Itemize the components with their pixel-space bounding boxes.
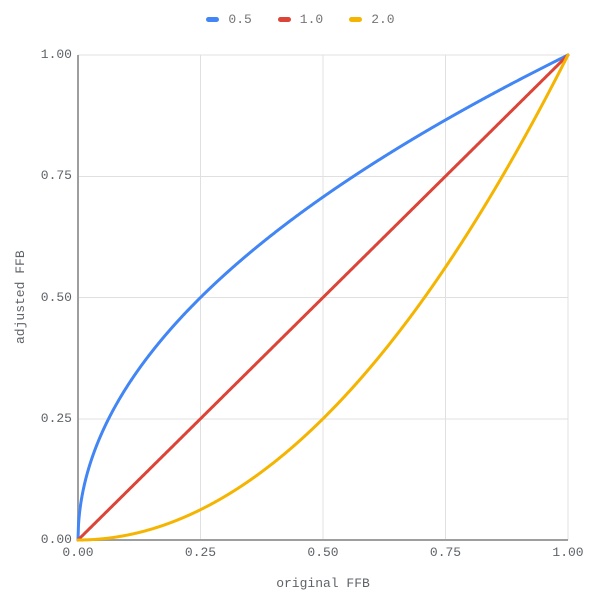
legend-item-0.5[interactable]: 0.5 — [206, 11, 252, 27]
y-tick-label: 1.00 — [40, 47, 72, 62]
legend-label: 2.0 — [371, 11, 395, 27]
series-line-1.0 — [76, 53, 570, 542]
x-tick-label: 0.25 — [184, 545, 217, 560]
y-tick-label: 0.25 — [40, 410, 72, 426]
legend-swatch — [206, 16, 220, 22]
legend-swatch — [349, 16, 363, 22]
y-tick-label: 0.50 — [40, 289, 72, 305]
legend-item-1.0[interactable]: 1.0 — [277, 11, 324, 27]
series-line-2.0 — [76, 53, 570, 542]
legend-label: 1.0 — [299, 11, 324, 27]
x-axis-title: original FFB — [276, 576, 370, 591]
y-axis-title: adjusted FFB — [13, 250, 28, 345]
y-tick-label: 0.75 — [40, 168, 72, 184]
x-tick-label: 0.50 — [307, 545, 339, 560]
x-tick-label: 1.00 — [552, 545, 584, 560]
x-tick-label: 0.00 — [62, 545, 94, 560]
legend-label: 0.5 — [228, 11, 252, 27]
legend-item-2.0[interactable]: 2.0 — [349, 11, 395, 27]
series-line-0.5 — [76, 53, 570, 542]
y-tick-label: 0.00 — [40, 532, 72, 547]
legend-swatch — [277, 16, 291, 22]
legend: 0.5 1.0 2.0 — [0, 10, 601, 28]
x-tick-label: 0.75 — [429, 545, 462, 560]
